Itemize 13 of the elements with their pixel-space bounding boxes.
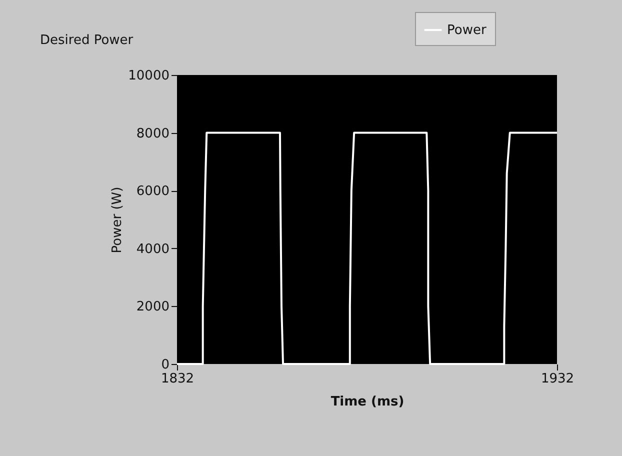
legend-label: Power [447, 23, 487, 38]
y-tick-label: 2000 [136, 300, 170, 315]
y-tick-label: 4000 [136, 242, 170, 257]
x-tick-label: 1832 [160, 372, 194, 386]
chart-title: Desired Power [40, 33, 134, 48]
line-series [176, 132, 558, 365]
y-tick-label: 10000 [128, 68, 170, 84]
y-tick-label: 6000 [136, 184, 170, 200]
x-tick-label: 1932 [540, 372, 574, 386]
x-axis-title: Time (ms) [330, 394, 404, 410]
y-axis-title: Power (W) [110, 186, 126, 254]
y-tick-label: 0 [161, 358, 170, 372]
y-tick-label: 8000 [136, 126, 170, 142]
